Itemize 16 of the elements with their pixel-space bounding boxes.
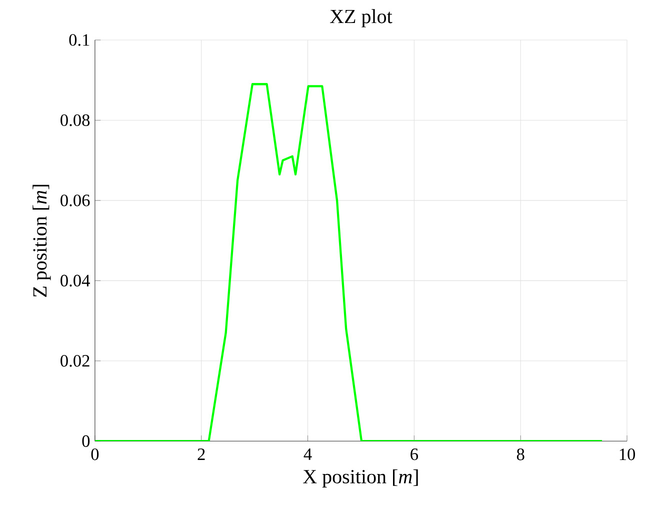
y-tick-label: 0.02 — [60, 354, 90, 367]
x-axis-title: X position [m] — [303, 469, 418, 488]
x-tick-label: 4 — [304, 448, 312, 460]
x-tick-label: 0 — [91, 448, 99, 460]
chart-title: XZ plot — [330, 9, 392, 28]
x-tick-label: 2 — [198, 448, 205, 460]
y-tick-label: 0.08 — [60, 114, 90, 126]
y-tick-label: 0.06 — [60, 194, 90, 206]
y-tick-label: 0 — [82, 435, 90, 447]
y-tick-label: 0.1 — [69, 34, 90, 46]
y-axis-title: Z position [m] — [32, 184, 51, 297]
x-tick-label: 10 — [620, 448, 636, 460]
x-tick-label: 8 — [516, 448, 524, 460]
line-series — [94, 82, 604, 442]
x-tick-label: 6 — [410, 448, 418, 460]
y-tick-label: 0.04 — [60, 274, 90, 287]
